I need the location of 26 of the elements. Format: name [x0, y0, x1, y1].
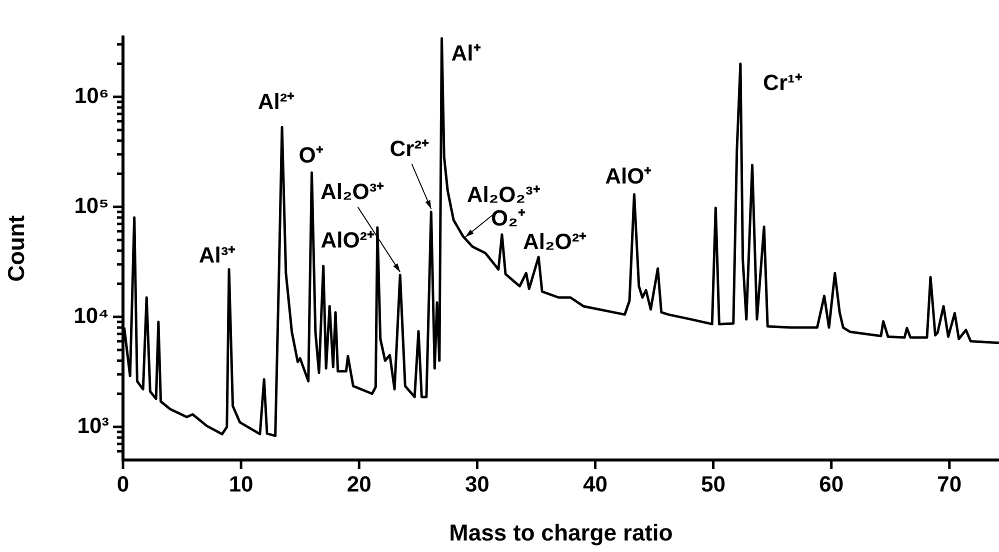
y-tick-label: 10⁶ — [74, 82, 109, 108]
x-tick-label: 70 — [937, 471, 962, 496]
y-axis-title: Count — [3, 214, 30, 282]
annotation: Al³⁺ — [198, 242, 236, 268]
annotation: AlO⁺ — [605, 163, 652, 188]
x-tick-label: 40 — [582, 471, 608, 496]
annotation: Al₂O³⁺ — [320, 179, 385, 204]
annotation: Cr¹⁺ — [763, 70, 803, 95]
annotation: Al₂O₂³⁺ — [466, 182, 541, 208]
annotation: Cr²⁺ — [390, 136, 430, 161]
annotation: Al⁺ — [451, 40, 482, 66]
annotation: Al₂O²⁺ — [522, 229, 588, 254]
x-tick-label: 50 — [701, 471, 726, 496]
annotation: O⁺ — [298, 142, 324, 168]
y-tick-label: 10⁴ — [74, 302, 109, 328]
annotation: O₂⁺ — [491, 206, 526, 231]
x-tick-label: 10 — [228, 471, 254, 496]
y-tick-label: 10³ — [77, 412, 109, 438]
x-tick-label: 20 — [346, 471, 372, 496]
x-tick-label: 30 — [464, 471, 490, 496]
x-axis-title: Mass to charge ratio — [449, 520, 673, 546]
annotation: AlO²⁺ — [320, 228, 376, 253]
x-tick-label: 0 — [116, 471, 130, 496]
y-tick-label: 10⁵ — [74, 192, 109, 218]
x-tick-label: 60 — [819, 471, 844, 496]
annotation: Al²⁺ — [258, 89, 296, 114]
